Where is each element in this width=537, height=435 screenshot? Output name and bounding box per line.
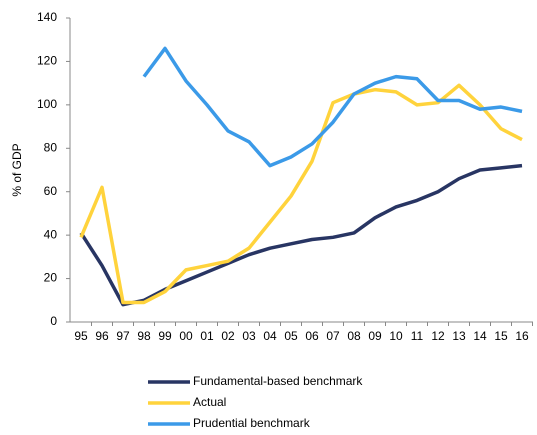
y-tick-label: 140 <box>37 10 57 24</box>
y-tick-label: 120 <box>37 54 57 68</box>
x-tick-label: 14 <box>473 329 487 343</box>
x-tick-label: 08 <box>347 329 361 343</box>
x-tick-label: 09 <box>368 329 382 343</box>
x-tick-label: 95 <box>74 329 88 343</box>
x-tick-label: 05 <box>284 329 298 343</box>
x-tick-label: 03 <box>242 329 256 343</box>
y-tick-label: 100 <box>37 97 57 111</box>
x-tick-label: 10 <box>389 329 403 343</box>
x-tick-label: 12 <box>431 329 445 343</box>
y-tick-label: 80 <box>44 140 58 154</box>
x-tick-label: 98 <box>137 329 151 343</box>
legend-label: Prudential benchmark <box>193 416 311 430</box>
x-tick-label: 99 <box>158 329 172 343</box>
x-tick-label: 13 <box>452 329 466 343</box>
x-tick-label: 11 <box>411 329 424 343</box>
x-tick-label: 07 <box>326 329 340 343</box>
y-tick-label: 60 <box>44 184 58 198</box>
x-tick-label: 04 <box>263 329 277 343</box>
x-tick-label: 00 <box>179 329 193 343</box>
series-line <box>79 163 523 307</box>
x-tick-label: 01 <box>200 329 214 343</box>
series-line <box>142 46 523 168</box>
x-tick-label: 97 <box>116 329 130 343</box>
legend-label: Actual <box>193 395 226 409</box>
y-tick-label: 40 <box>44 227 58 241</box>
y-tick-label: 0 <box>50 314 57 328</box>
x-tick-label: 06 <box>305 329 319 343</box>
x-tick-label: 15 <box>494 329 508 343</box>
y-axis-label: % of GDP <box>10 143 24 196</box>
x-tick-label: 16 <box>515 329 529 343</box>
x-tick-label: 96 <box>95 329 109 343</box>
y-tick-label: 20 <box>44 271 58 285</box>
series-line <box>79 83 523 305</box>
legend-label: Fundamental-based benchmark <box>193 374 363 388</box>
x-tick-label: 02 <box>221 329 235 343</box>
